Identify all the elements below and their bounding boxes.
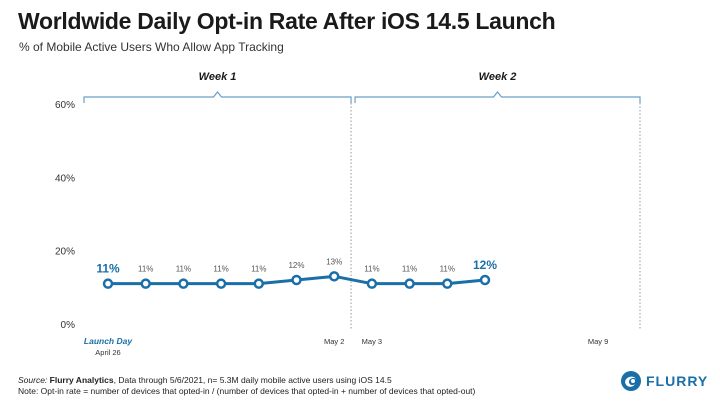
- series-opt-in: 11% 11% 11% 11% 11% 12% 13% 11% 11% 11% 12%: [96, 257, 497, 289]
- data-label: 11%: [364, 265, 379, 274]
- flurry-swirl-icon: [621, 371, 641, 391]
- y-axis: 0% 20% 40% 60%: [55, 100, 75, 331]
- source-line: Source: Flurry Analytics, Data through 5…: [18, 375, 475, 386]
- data-point: [140, 278, 151, 289]
- data-label: 11%: [138, 265, 153, 274]
- y-tick-label: 60%: [55, 100, 75, 111]
- week-bracket: [354, 91, 641, 103]
- data-point: [479, 274, 491, 286]
- week-label: Week 1: [199, 71, 237, 83]
- data-point: [442, 278, 453, 289]
- data-point: [366, 278, 378, 289]
- source-name: Flurry Analytics: [49, 375, 114, 385]
- chart-subtitle: % of Mobile Active Users Who Allow App T…: [19, 40, 284, 54]
- week-label: Week 2: [479, 71, 517, 83]
- logo-text: FLURRY: [646, 373, 709, 389]
- x-axis: Launch Day April 26 May 2 May 3 May 9: [84, 336, 608, 357]
- y-tick-label: 20%: [55, 247, 75, 258]
- data-point: [291, 274, 302, 286]
- data-label: 11%: [176, 265, 191, 274]
- data-label: 11%: [96, 262, 120, 276]
- x-tick-label: Launch Day: [84, 336, 133, 346]
- data-point: [404, 278, 415, 289]
- flurry-logo: FLURRY: [620, 370, 708, 392]
- x-tick-label: May 3: [362, 337, 382, 346]
- data-label: 12%: [288, 261, 304, 270]
- source-details: , Data through 5/6/2021, n= 5.3M daily m…: [113, 375, 392, 385]
- note-line: Note: Opt-in rate = number of devices th…: [18, 386, 476, 396]
- y-tick-label: 0%: [61, 320, 76, 331]
- week-bracket: [83, 91, 352, 103]
- chart-title: Worldwide Daily Opt-in Rate After iOS 14…: [18, 8, 556, 34]
- data-label: 11%: [213, 265, 228, 274]
- footer: Source: Flurry Analytics, Data through 5…: [18, 375, 475, 397]
- source-label: Source:: [18, 375, 48, 385]
- week-brackets: Week 1 Week 2: [83, 71, 641, 330]
- y-tick-label: 40%: [55, 173, 75, 184]
- x-tick-label: May 9: [588, 337, 608, 346]
- data-label: 11%: [251, 265, 266, 274]
- data-label: 12%: [473, 258, 497, 272]
- data-point: [178, 278, 189, 289]
- line-chart: 0%20%40%60% Week 1 Week 2 11% 11% 11% 11% 11%…: [55, 71, 641, 357]
- data-label: 11%: [402, 265, 417, 274]
- x-tick-label: April 26: [95, 348, 120, 357]
- data-label: 11%: [440, 265, 455, 274]
- data-point: [102, 278, 114, 289]
- data-point: [253, 278, 265, 289]
- data-point: [215, 278, 227, 289]
- x-tick-label: May 2: [324, 337, 344, 346]
- data-point: [328, 271, 340, 282]
- data-label: 13%: [326, 257, 342, 266]
